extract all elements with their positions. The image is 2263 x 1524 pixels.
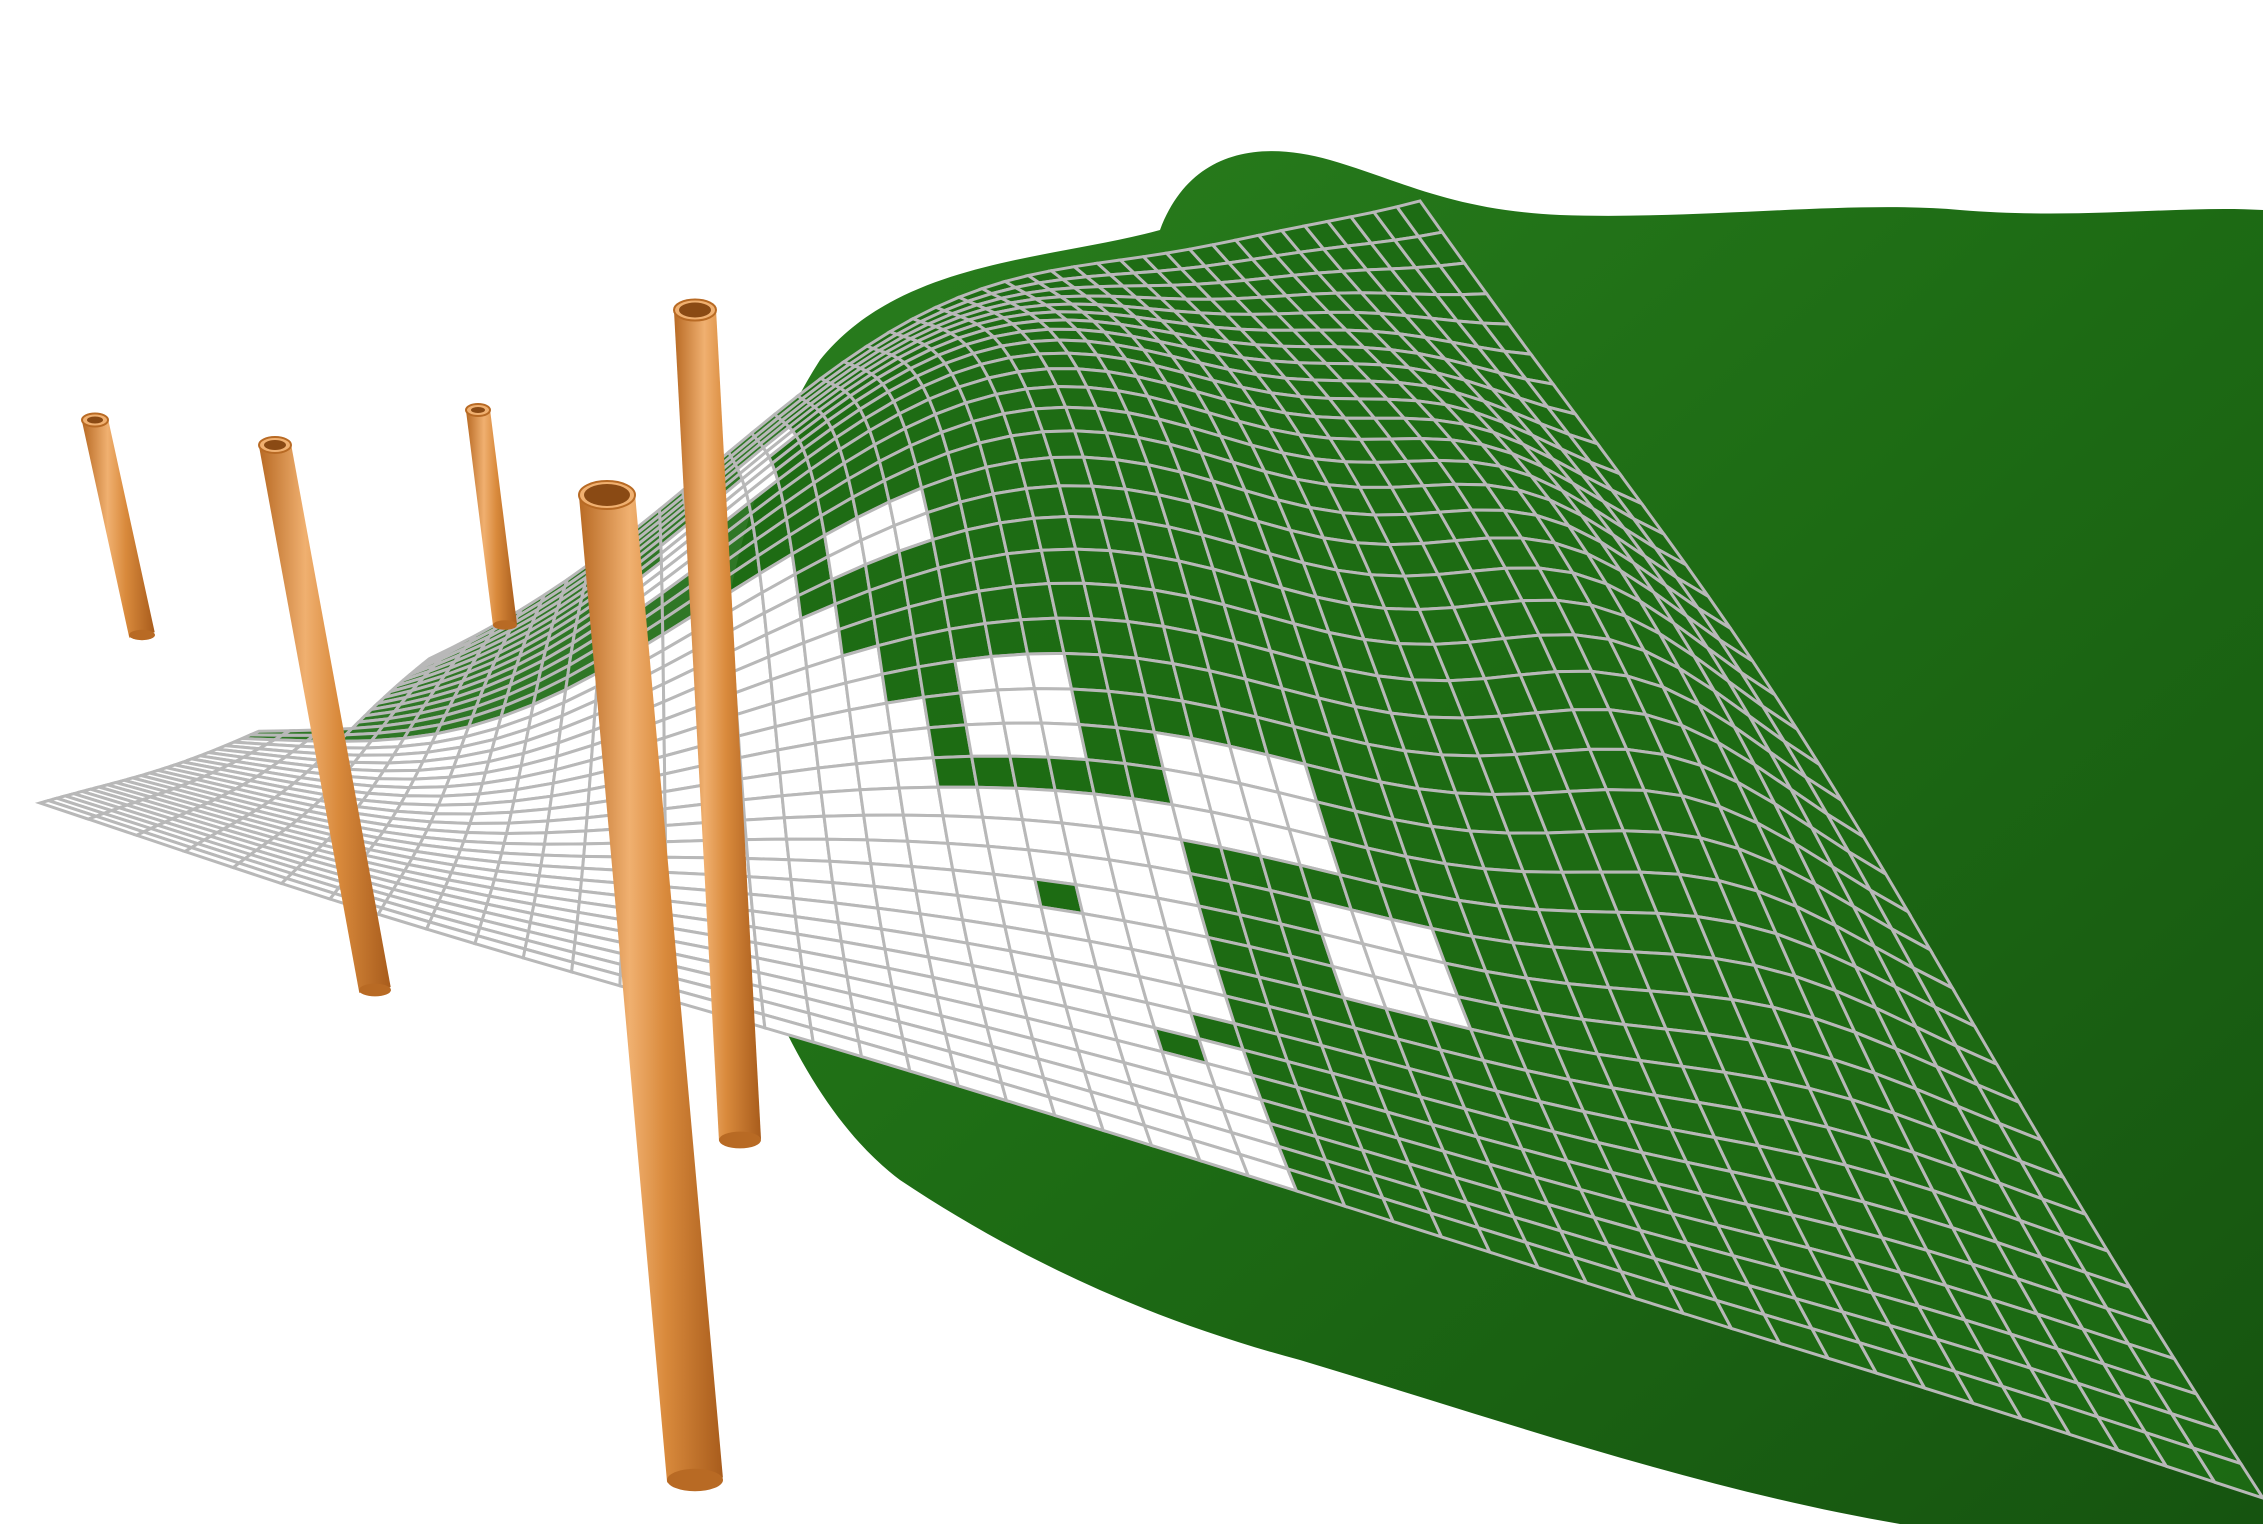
grid-cell-open bbox=[663, 820, 708, 844]
grid-cell-open bbox=[936, 785, 985, 819]
grid-cell-open bbox=[742, 816, 789, 842]
grid-cell-open bbox=[825, 837, 873, 866]
grid-cell-open bbox=[893, 756, 940, 790]
grid-cell-open bbox=[782, 814, 829, 841]
well-pipe-bottom bbox=[667, 1468, 723, 1492]
well-pipe-opening bbox=[471, 407, 485, 413]
well-pipe-bottom bbox=[719, 1131, 761, 1149]
grid-cell-open bbox=[744, 837, 791, 862]
grid-cell-filled bbox=[916, 659, 963, 699]
grid-cell-open bbox=[888, 726, 935, 762]
well-pipe-icon bbox=[673, 298, 761, 1149]
well-pipe-icon bbox=[258, 436, 391, 997]
grid-cell-open bbox=[897, 785, 945, 818]
grid-cell-open bbox=[741, 794, 786, 822]
grid-cell-filled bbox=[921, 691, 968, 730]
well-pipe-opening bbox=[264, 440, 286, 450]
grid-cell-open bbox=[663, 838, 709, 860]
grid-cell-open bbox=[822, 813, 869, 842]
grid-cell-open bbox=[858, 786, 906, 817]
well-pipe-icon bbox=[465, 403, 517, 630]
well-pipe-bottom bbox=[359, 983, 391, 997]
well-pipe-bottom bbox=[493, 620, 517, 630]
grid-cell-open bbox=[851, 730, 897, 766]
grid-cell-filled bbox=[931, 754, 979, 789]
well-pipe-body bbox=[674, 308, 761, 1142]
grid-cell-open bbox=[854, 758, 901, 792]
grid-cell-open bbox=[941, 814, 991, 848]
well-group bbox=[81, 298, 761, 1492]
well-pipe-icon bbox=[578, 480, 723, 1492]
grid-cell-open bbox=[784, 837, 832, 863]
well-pipe-opening bbox=[584, 484, 630, 506]
grid-cell-open bbox=[861, 813, 910, 843]
well-pipe-opening bbox=[679, 302, 711, 318]
grid-cell-open bbox=[542, 829, 588, 846]
grid-cell-filled bbox=[2189, 1445, 2263, 1500]
grid-cell-filled bbox=[926, 723, 974, 760]
well-pipe-body bbox=[466, 408, 517, 627]
well-pipe-body bbox=[579, 492, 723, 1483]
well-pipe-body bbox=[259, 442, 391, 993]
well-pipe-bottom bbox=[129, 629, 155, 641]
grid-cell-open bbox=[816, 762, 862, 794]
well-pipe-icon bbox=[81, 412, 155, 641]
grid-cell-open bbox=[780, 790, 826, 820]
well-pipe-body bbox=[82, 417, 155, 638]
well-pipe-opening bbox=[87, 416, 103, 424]
grid-cell-open bbox=[901, 813, 950, 845]
grid-cell-open bbox=[884, 695, 931, 734]
grid-cell-open bbox=[819, 788, 866, 818]
